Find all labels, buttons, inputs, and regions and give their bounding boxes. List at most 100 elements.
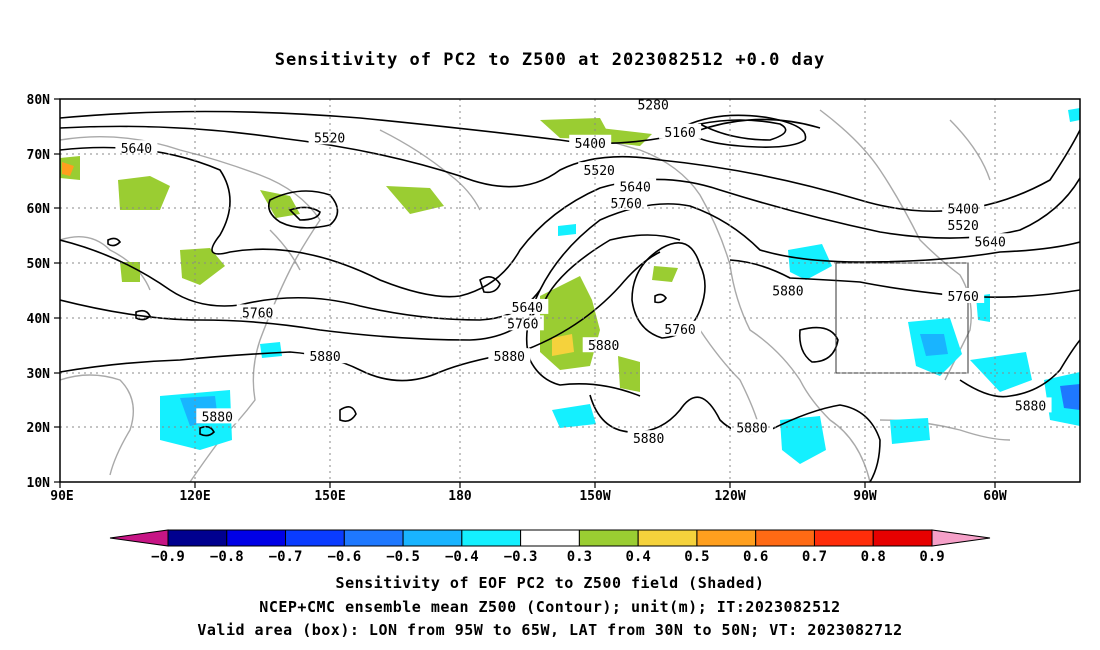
colorbar-label: −0.3 <box>504 549 538 565</box>
contour-label: 5640 <box>121 142 152 157</box>
colorbar-cell <box>755 529 815 547</box>
colorbar-label: 0.5 <box>684 549 709 565</box>
lat-tick-label: 30N <box>27 367 51 382</box>
contour-label: 5760 <box>507 317 538 332</box>
caption-valid-area: Valid area (box): LON from 95W to 65W, L… <box>197 621 903 639</box>
contour-label-bg <box>627 430 670 446</box>
colorbar-label: 0.9 <box>919 549 944 565</box>
contour-label: 5160 <box>664 126 695 141</box>
contour-label: 5880 <box>309 350 340 365</box>
colorbar-label: −0.6 <box>327 549 361 565</box>
contour-label: 5520 <box>948 219 979 234</box>
lon-tick-label: 90W <box>853 489 877 504</box>
colorbar-label: −0.4 <box>445 549 479 565</box>
lat-lon-grid <box>60 99 1080 482</box>
contour-label-bg <box>115 140 158 156</box>
contour-label-bg <box>942 200 985 216</box>
lon-tick-label: 60W <box>983 489 1007 504</box>
contour-label-bg <box>506 298 549 314</box>
axis-ticks <box>54 98 996 488</box>
contour-label-bg <box>942 287 985 303</box>
colorbar-label: −0.7 <box>269 549 303 565</box>
contour-label-bg <box>196 408 239 424</box>
colorbar-cell <box>461 529 522 547</box>
lon-tick-label: 180 <box>448 489 472 504</box>
contour-label: 5400 <box>948 202 979 217</box>
colorbar-cell <box>578 529 639 547</box>
sensitivity-shading <box>60 108 1080 464</box>
chart-title: Sensitivity of PC2 to Z500 at 2023082512… <box>274 50 826 70</box>
lon-tick-label: 150E <box>314 489 345 504</box>
contour-label: 5880 <box>772 285 803 300</box>
contour-label-bg <box>632 99 675 112</box>
lon-tick-label: 150W <box>579 489 610 504</box>
lat-tick-label: 50N <box>27 257 51 272</box>
colorbar-label: 0.4 <box>626 549 651 565</box>
contour-label-bg <box>582 337 625 353</box>
colorbar-cell <box>520 529 580 547</box>
caption-contour: NCEP+CMC ensemble mean Z500 (Contour); u… <box>259 598 841 616</box>
contour-label: 5640 <box>512 301 543 316</box>
contour-label: 5760 <box>664 323 695 338</box>
contour-label-bg <box>659 123 702 139</box>
contour-label: 5880 <box>1015 399 1046 414</box>
lon-tick-label: 120E <box>179 489 210 504</box>
contour-label: 5760 <box>948 290 979 305</box>
map-frame <box>59 98 1081 483</box>
contour-label: 5880 <box>494 350 525 365</box>
contour-label: 5400 <box>575 137 606 152</box>
contour-label-bg <box>578 162 621 178</box>
contour-label-bg <box>614 178 657 194</box>
colorbar-cell <box>167 529 228 547</box>
contour-label-bg <box>766 282 809 298</box>
lon-tick-label: 90E <box>50 489 73 504</box>
colorbar-low-arrow <box>109 529 169 547</box>
contour-label: 5880 <box>736 421 767 436</box>
colorbar-cell <box>872 529 933 547</box>
colorbar-label: 0.3 <box>567 549 592 565</box>
contour-label-bg <box>1009 397 1052 413</box>
colorbar-label: −0.5 <box>386 549 420 565</box>
lon-tick-label: 120W <box>714 489 745 504</box>
colorbar-cell <box>696 529 757 547</box>
contour-label-bg <box>488 348 531 364</box>
colorbar-high-arrow <box>931 529 991 547</box>
colorbar-label: 0.6 <box>743 549 768 565</box>
contour-label: 5880 <box>633 432 664 447</box>
contour-label-bg <box>501 315 544 331</box>
colorbar-label: 0.8 <box>861 549 886 565</box>
contour-label: 5520 <box>314 131 345 146</box>
colorbar-cell <box>343 529 404 547</box>
lat-tick-label: 40N <box>27 312 51 327</box>
contour-label-bg <box>236 304 279 320</box>
contour-label: 5280 <box>637 98 668 113</box>
contour-label: 5640 <box>974 235 1005 250</box>
lat-tick-label: 70N <box>27 148 51 163</box>
lat-tick-label: 10N <box>27 476 51 491</box>
colorbar-cell <box>402 529 463 547</box>
colorbar-label: −0.9 <box>151 549 185 565</box>
lat-tick-label: 80N <box>27 93 51 108</box>
caption-shading: Sensitivity of EOF PC2 to Z500 field (Sh… <box>335 574 765 592</box>
contour-label-bg <box>605 194 648 210</box>
contour-label: 5880 <box>202 410 233 425</box>
colorbar-cell <box>637 529 698 547</box>
contour-label-bg <box>942 216 985 232</box>
contour-label: 5520 <box>584 164 615 179</box>
lat-tick-label: 20N <box>27 421 51 436</box>
contour-label: 5640 <box>619 181 650 196</box>
contour-label-bg <box>304 348 347 364</box>
contour-label-bg <box>969 233 1012 249</box>
colorbar-label: 0.7 <box>802 549 827 565</box>
contour-label-bg <box>569 134 612 150</box>
colorbar-cell <box>813 529 874 547</box>
z500-contours <box>60 110 1080 482</box>
contour-label-bg <box>659 320 702 336</box>
lat-tick-label: 60N <box>27 202 51 217</box>
colorbar-cell <box>285 529 345 547</box>
colorbar-cell <box>226 529 287 547</box>
colorbar-label: −0.8 <box>210 549 244 565</box>
